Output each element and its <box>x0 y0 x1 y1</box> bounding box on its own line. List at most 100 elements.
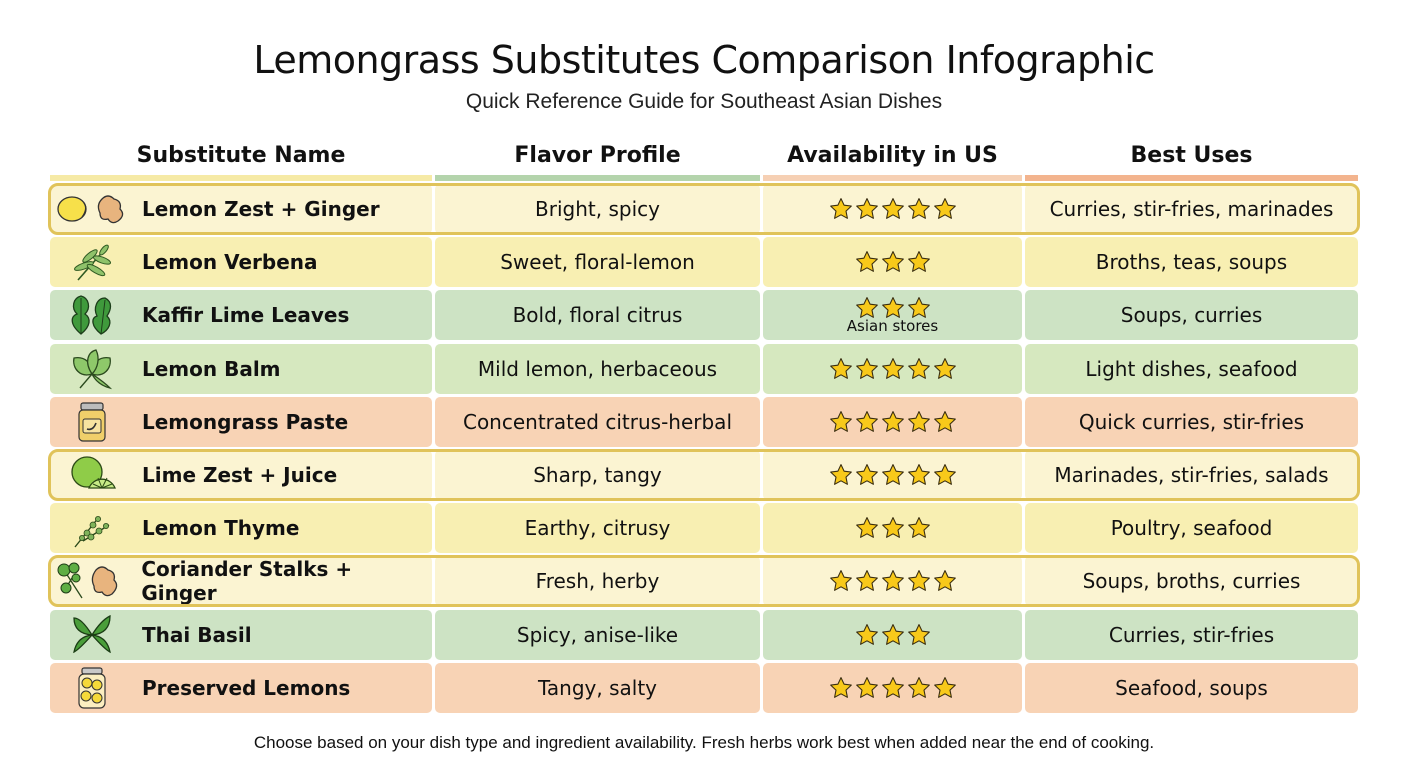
availability-rating <box>829 569 957 593</box>
availability-rating <box>829 410 957 434</box>
star-icon <box>855 676 879 700</box>
substitute-name-cell: Lemongrass Paste <box>50 396 432 447</box>
star-icon <box>881 516 905 540</box>
column-color-bar <box>763 175 1022 181</box>
best-uses-cell: Broths, teas, soups <box>1025 237 1358 288</box>
availability-cell <box>763 662 1022 713</box>
star-icon <box>881 623 905 647</box>
flavor-profile: Sharp, tangy <box>533 463 662 487</box>
availability-cell <box>763 503 1022 554</box>
star-icon <box>933 463 957 487</box>
best-uses: Light dishes, seafood <box>1085 356 1298 381</box>
thyme-sprig-icon <box>50 507 134 549</box>
star-icon <box>855 516 879 540</box>
table-header: Substitute Name Flavor Profile Availabil… <box>50 140 1358 182</box>
table-row-lemongrass-paste: Lemongrass Paste Concentrated citrus-herb… <box>48 396 1360 447</box>
star-icon <box>881 463 905 487</box>
table-row-kaffir-lime-leaves: Kaffir Lime Leaves Bold, floral citrus Asi… <box>48 290 1360 341</box>
star-icon <box>881 296 905 320</box>
flavor-profile: Bright, spicy <box>535 197 660 221</box>
availability-rating: Asian stores <box>847 296 938 334</box>
table-row-coriander-stalks-ginger: Coriander Stalks + Ginger Fresh, herby Sou… <box>48 555 1360 608</box>
best-uses-cell: Poultry, seafood <box>1025 503 1358 554</box>
availability-rating <box>855 250 931 274</box>
flavor-profile: Earthy, citrusy <box>524 516 671 541</box>
table-row-lemon-balm: Lemon Balm Mild lemon, herbaceous Light di… <box>48 343 1360 394</box>
star-icon <box>881 410 905 434</box>
table-row-lemon-verbena: Lemon Verbena Sweet, floral-lemon Broths, … <box>48 237 1360 288</box>
substitute-name: Thai Basil <box>142 622 252 647</box>
lime-icon <box>50 454 134 496</box>
substitute-name: Lemon Thyme <box>142 516 300 541</box>
flavor-profile-cell: Spicy, anise-like <box>435 609 760 660</box>
star-icon <box>933 410 957 434</box>
availability-rating <box>855 623 931 647</box>
star-icon <box>881 676 905 700</box>
star-icon <box>855 357 879 381</box>
star-icon <box>907 250 931 274</box>
table-row-lemon-zest-ginger: Lemon Zest + Ginger Bright, spicy Curries,… <box>48 183 1360 235</box>
column-header-label: Flavor Profile <box>514 143 681 168</box>
star-icon <box>881 250 905 274</box>
star-icon <box>855 569 879 593</box>
substitute-name-cell: Kaffir Lime Leaves <box>50 290 432 341</box>
star-icon <box>855 623 879 647</box>
column-color-bar <box>1025 175 1358 181</box>
flavor-profile-cell: Mild lemon, herbaceous <box>435 343 760 394</box>
availability-cell <box>763 609 1022 660</box>
substitute-name-cell: Lemon Thyme <box>50 503 432 554</box>
star-icon <box>933 569 957 593</box>
table-row-thai-basil: Thai Basil Spicy, anise-like Curries, stir… <box>48 609 1360 660</box>
availability-rating <box>829 357 957 381</box>
verbena-sprig-icon <box>50 242 134 282</box>
star-icon <box>855 463 879 487</box>
best-uses-cell: Curries, stir-fries <box>1025 609 1358 660</box>
coriander-ginger-icon <box>50 560 133 602</box>
flavor-profile: Bold, floral citrus <box>512 303 683 328</box>
flavor-profile-cell: Fresh, herby <box>435 556 760 607</box>
best-uses: Curries, stir-fries <box>1108 622 1275 647</box>
star-icon <box>829 197 853 221</box>
star-icon <box>855 197 879 221</box>
star-icon <box>907 623 931 647</box>
best-uses: Soups, curries <box>1120 303 1263 328</box>
lemon-balm-leaf-icon <box>50 348 134 390</box>
flavor-profile-cell: Tangy, salty <box>435 662 760 713</box>
footer-note: Choose based on your dish type and ingre… <box>253 733 1155 752</box>
flavor-profile: Concentrated citrus-herbal <box>462 409 732 434</box>
best-uses-cell: Light dishes, seafood <box>1025 343 1358 394</box>
substitute-name-cell: Coriander Stalks + Ginger <box>50 556 432 607</box>
star-icon <box>907 357 931 381</box>
basil-leaves-icon <box>50 614 134 656</box>
availability-rating <box>829 463 957 487</box>
availability-cell: Asian stores <box>763 290 1022 341</box>
star-icon <box>907 676 931 700</box>
star-icon <box>933 357 957 381</box>
lime-leaves-icon <box>50 294 134 336</box>
availability-cell <box>763 343 1022 394</box>
flavor-profile-cell: Sweet, floral-lemon <box>435 237 760 288</box>
star-icon <box>829 410 853 434</box>
best-uses: Quick curries, stir-fries <box>1078 409 1305 434</box>
flavor-profile: Sweet, floral-lemon <box>500 250 695 275</box>
best-uses: Curries, stir-fries, marinades <box>1049 197 1334 221</box>
flavor-profile-cell: Bright, spicy <box>435 184 760 234</box>
column-header-best-uses: Best Uses <box>1025 140 1358 182</box>
substitute-name-cell: Preserved Lemons <box>50 662 432 713</box>
best-uses-cell: Seafood, soups <box>1025 662 1358 713</box>
substitute-name: Lemongrass Paste <box>142 409 349 434</box>
star-icon <box>855 410 879 434</box>
flavor-profile-cell: Earthy, citrusy <box>435 503 760 554</box>
star-icon <box>907 516 931 540</box>
substitute-name-cell: Thai Basil <box>50 609 432 660</box>
paste-jar-icon <box>50 401 134 443</box>
column-header-label: Best Uses <box>1130 143 1253 168</box>
substitute-name-cell: Lemon Zest + Ginger <box>50 184 432 234</box>
best-uses-cell: Curries, stir-fries, marinades <box>1025 184 1358 234</box>
flavor-profile: Spicy, anise-like <box>516 622 679 647</box>
substitute-name-cell: Lemon Verbena <box>50 237 432 288</box>
column-header-substitute-name: Substitute Name <box>50 140 432 182</box>
star-icon <box>907 463 931 487</box>
flavor-profile: Mild lemon, herbaceous <box>477 356 718 381</box>
column-header-availability: Availability in US <box>763 140 1022 182</box>
